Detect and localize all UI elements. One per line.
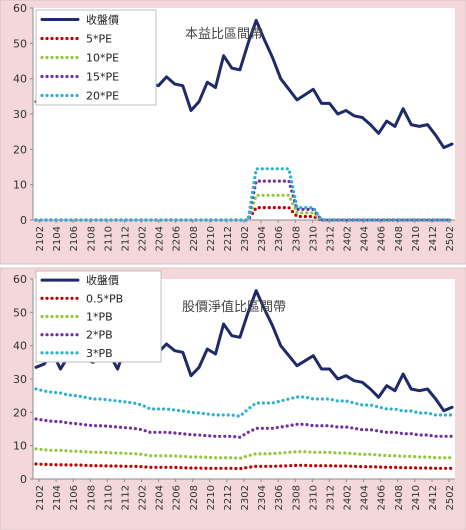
x-tick-label: 2210 (206, 226, 217, 251)
y-tick-label: 30 (13, 373, 27, 386)
x-tick-label: 2308 (291, 485, 302, 510)
x-tick-label: 2208 (189, 226, 200, 251)
x-tick-label: 2104 (52, 485, 63, 510)
x-tick-label: 2102 (35, 226, 46, 251)
x-tick-label: 2206 (172, 226, 183, 251)
chart-title: 股價淨值比區間帶 (182, 299, 286, 315)
x-tick-label: 2502 (445, 485, 456, 510)
x-tick-label: 2402 (343, 485, 354, 510)
legend-label: 10*PE (86, 52, 119, 65)
x-tick-label: 2110 (103, 485, 114, 510)
x-tick-label: 2404 (360, 485, 371, 510)
x-tick-label: 2402 (343, 226, 354, 251)
legend-label: 5*PE (86, 33, 112, 46)
y-tick-label: 30 (13, 108, 27, 121)
x-tick-label: 2112 (120, 485, 131, 510)
x-tick-label: 2410 (411, 226, 422, 251)
x-tick-label: 2110 (103, 226, 114, 251)
y-tick-label: 10 (13, 179, 27, 192)
y-tick-label: 60 (13, 2, 27, 15)
legend-label: 20*PE (86, 90, 119, 103)
chart-panel-2: 0 10 20 30 40 50 60 2102 2104 2106 2108 2110 2112 220… (0, 267, 466, 530)
legend-label: 1*PB (86, 311, 113, 324)
x-tick-label: 2304 (257, 485, 268, 510)
x-tick-label: 2310 (308, 485, 319, 510)
x-tick-label: 2502 (445, 226, 456, 251)
y-tick-label: 20 (13, 406, 27, 419)
legend: 收盤價 0.5*PB 1*PB 2*PB 3*PB (35, 270, 162, 363)
x-tick-label: 2312 (325, 226, 336, 251)
x-tick-label: 2108 (86, 485, 97, 510)
y-tick-label: 40 (13, 340, 27, 353)
x-tick-label: 2104 (52, 226, 63, 251)
y-tick-label: 0 (20, 473, 27, 486)
y-tick-label: 60 (13, 273, 27, 286)
legend-label: 2*PB (86, 329, 113, 342)
legend-label: 3*PB (86, 347, 113, 360)
x-tick-label: 2302 (240, 226, 251, 251)
x-tick-label: 2202 (138, 226, 149, 251)
x-tick-label: 2408 (394, 226, 405, 251)
y-tick-label: 50 (13, 37, 27, 50)
y-tick-label: 40 (13, 73, 27, 86)
series-line-2 (34, 447, 454, 460)
x-tick-label: 2412 (428, 485, 439, 510)
series-line-4 (34, 387, 454, 418)
x-tick-label: 2310 (308, 226, 319, 251)
chart-title: 本益比區間帶 (185, 27, 263, 42)
x-tick-label: 2204 (155, 226, 166, 251)
x-tick-label: 2102 (35, 485, 46, 510)
x-tick-label: 2106 (69, 485, 80, 510)
y-tick-label: 20 (13, 143, 27, 156)
legend-label: 15*PE (86, 71, 119, 84)
legend-label: 收盤價 (86, 273, 119, 287)
x-tick-label: 2212 (223, 226, 234, 251)
x-tick-label: 2108 (86, 226, 97, 251)
x-tick-label: 2406 (377, 485, 388, 510)
y-tick-label: 50 (13, 306, 27, 319)
x-tick-label: 2112 (120, 226, 131, 251)
y-tick-label: 0 (20, 214, 27, 227)
x-tick-label: 2212 (223, 485, 234, 510)
x-tick-label: 2208 (189, 485, 200, 510)
legend-box (35, 9, 157, 106)
x-tick-label: 2306 (274, 226, 285, 251)
legend-label: 0.5*PB (86, 292, 123, 305)
legend: 收盤價 5*PE 10*PE 15*PE 20*PE (35, 9, 157, 106)
x-tick-label: 2312 (325, 485, 336, 510)
y-tick-label: 10 (13, 440, 27, 453)
x-tick-label: 2306 (274, 485, 285, 510)
x-tick-label: 2412 (428, 226, 439, 251)
series-line-1 (34, 462, 454, 471)
x-tick-label: 2408 (394, 485, 405, 510)
x-tick-label: 2302 (240, 485, 251, 510)
x-tick-label: 2308 (291, 226, 302, 251)
x-tick-label: 2106 (69, 226, 80, 251)
x-tick-label: 2406 (377, 226, 388, 251)
x-tick-label: 2204 (155, 485, 166, 510)
legend-label: 收盤價 (86, 13, 119, 27)
series-line-3 (34, 417, 454, 439)
x-tick-label: 2202 (138, 485, 149, 510)
x-tick-label: 2410 (411, 485, 422, 510)
series-line-4 (34, 167, 454, 222)
x-tick-label: 2206 (172, 485, 183, 510)
x-tick-label: 2210 (206, 485, 217, 510)
x-tick-label: 2304 (257, 226, 268, 251)
chart-panel-1: 0 10 20 30 40 50 60 2102 2104 2106 2108 2110 2112 220… (0, 0, 466, 265)
x-tick-label: 2404 (360, 226, 371, 251)
